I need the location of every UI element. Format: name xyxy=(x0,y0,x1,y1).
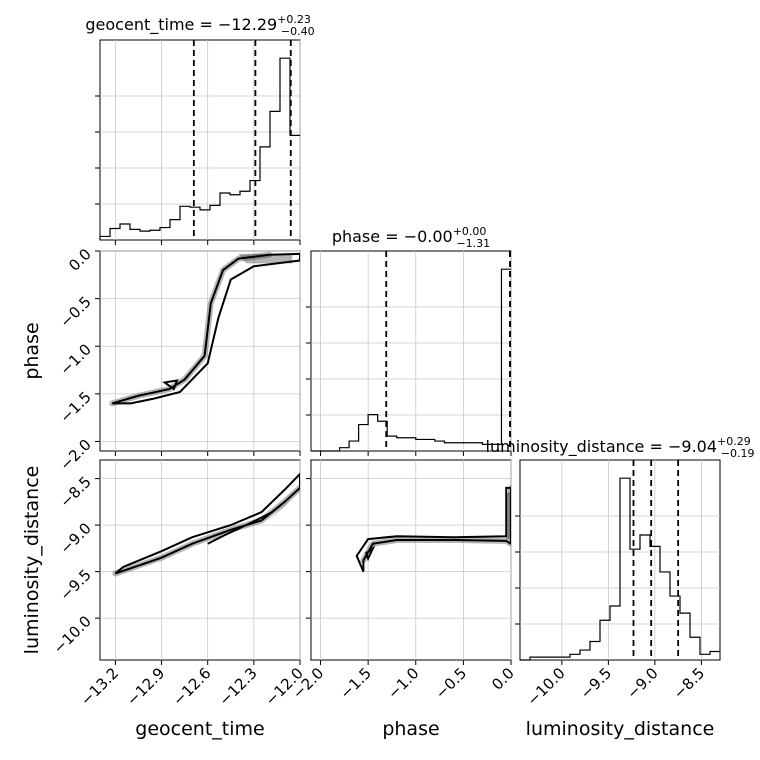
y-ticks-geocent-time-hist xyxy=(95,95,100,205)
y-ticks-phase-hist xyxy=(306,306,311,416)
x-tick-label: −12.9 xyxy=(123,664,168,709)
xlabel-luminosity-distance: luminosity_distance xyxy=(526,718,715,740)
y-ticks-phase-vs-geocent-time: −2.0 −1.5 −1.0 −0.5 0.0 xyxy=(56,245,100,474)
grid-phase-hist xyxy=(311,251,512,451)
x-ticks-luminosity-distance-vs-geocent-time: −13.2 −12.9 −12.6 −12.3 −12.0 xyxy=(77,660,307,709)
y-ticks-luminosity-distance-hist xyxy=(515,515,520,625)
title-luminosity-distance: luminosity_distance = −9.04+0.29 −0.19 xyxy=(486,435,755,460)
y-tick-label: −10.0 xyxy=(50,612,95,657)
contour-outer-luminosity-distance-vs-geocent-time xyxy=(114,472,300,575)
x-tick-label: −10.0 xyxy=(523,664,568,709)
histogram-geocent-time xyxy=(99,57,300,240)
x-ticks-phase-vs-geocent-time xyxy=(114,451,301,456)
panel-luminosity-distance-vs-phase: −2.0 −1.5 −1.0 −0.5 0.0 xyxy=(289,459,518,703)
quantile-lines-geocent-time xyxy=(192,40,292,240)
x-tick-label: −13.2 xyxy=(77,664,122,709)
contour-outer-phase-vs-geocent-time xyxy=(112,252,300,405)
y-tick-label: −8.5 xyxy=(56,473,94,511)
x-tick-label: −1.5 xyxy=(336,664,374,702)
contour-inner-phase-vs-geocent-time xyxy=(162,379,179,391)
histogram-luminosity-distance xyxy=(520,477,720,661)
quantile-lines-phase xyxy=(385,251,511,451)
x-ticks-phase-hist xyxy=(320,451,512,456)
title-geocent-time: geocent_time = −12.29+0.23 −0.40 xyxy=(85,13,314,38)
xlabel-phase: phase xyxy=(382,718,439,740)
density-peak-luminosity-distance-vs-phase xyxy=(506,492,511,540)
ylabel-phase: phase xyxy=(21,322,43,379)
y-tick-label: −0.5 xyxy=(56,293,94,331)
y-tick-label: 0.0 xyxy=(65,245,95,275)
title-phase: phase = −0.00+0.00 −1.31 xyxy=(332,225,490,250)
xlabel-geocent-time: geocent_time xyxy=(135,718,264,740)
panel-luminosity-distance-vs-geocent-time: −10.0−9.5−9.0−8.5 −13.2 −12.9 −12.6 −12.3 −1… xyxy=(50,459,307,709)
x-tick-label: −1.0 xyxy=(384,664,422,702)
panel-luminosity-distance-hist: −10.0 −9.5 −9.0 −8.5 luminosity_distance = … xyxy=(486,435,755,709)
x-tick-label: −0.5 xyxy=(432,664,470,702)
quantile-lines-luminosity-distance xyxy=(632,460,680,660)
contour-outer-luminosity-distance-vs-phase xyxy=(355,486,511,573)
y-ticks-luminosity-distance-vs-geocent-time: −10.0 −9.5 −9.0 −8.5 xyxy=(50,473,100,657)
ylabel-luminosity-distance: luminosity_distance xyxy=(21,466,43,655)
contour-inner-luminosity-distance-vs-phase xyxy=(365,545,376,562)
panel-phase-hist: phase = −0.00+0.00 −1.31 xyxy=(306,225,512,456)
y-ticks-luminosity-distance-vs-phase xyxy=(306,478,311,619)
x-ticks-luminosity-distance-hist: −10.0 −9.5 −9.0 −8.5 xyxy=(523,660,708,709)
y-tick-label: −1.0 xyxy=(56,340,94,378)
contour-inner-luminosity-distance-vs-geocent-time xyxy=(207,501,286,545)
x-tick-label: −12.6 xyxy=(169,664,214,709)
x-ticks-luminosity-distance-vs-phase: −2.0 −1.5 −1.0 −0.5 0.0 xyxy=(289,660,518,703)
y-tick-label: −9.0 xyxy=(56,519,94,557)
y-tick-label: −2.0 xyxy=(56,436,94,474)
grid-geocent-time-hist xyxy=(100,40,301,240)
x-tick-label: −9.5 xyxy=(577,664,615,702)
x-tick-label: 0.0 xyxy=(488,664,518,694)
x-ticks-geocent-time-hist xyxy=(114,240,301,245)
y-tick-label: −9.5 xyxy=(56,566,94,604)
panel-phase-vs-geocent-time: −2.0 −1.5 −1.0 −0.5 0.0 xyxy=(56,245,301,474)
x-tick-label: −12.3 xyxy=(215,664,260,709)
x-tick-label: −9.0 xyxy=(623,664,661,702)
panel-geocent-time-hist: geocent_time = −12.29+0.23 −0.40 xyxy=(85,13,315,245)
histogram-phase xyxy=(311,268,511,452)
y-tick-label: −1.5 xyxy=(56,388,94,426)
x-tick-label: −8.5 xyxy=(670,664,708,702)
